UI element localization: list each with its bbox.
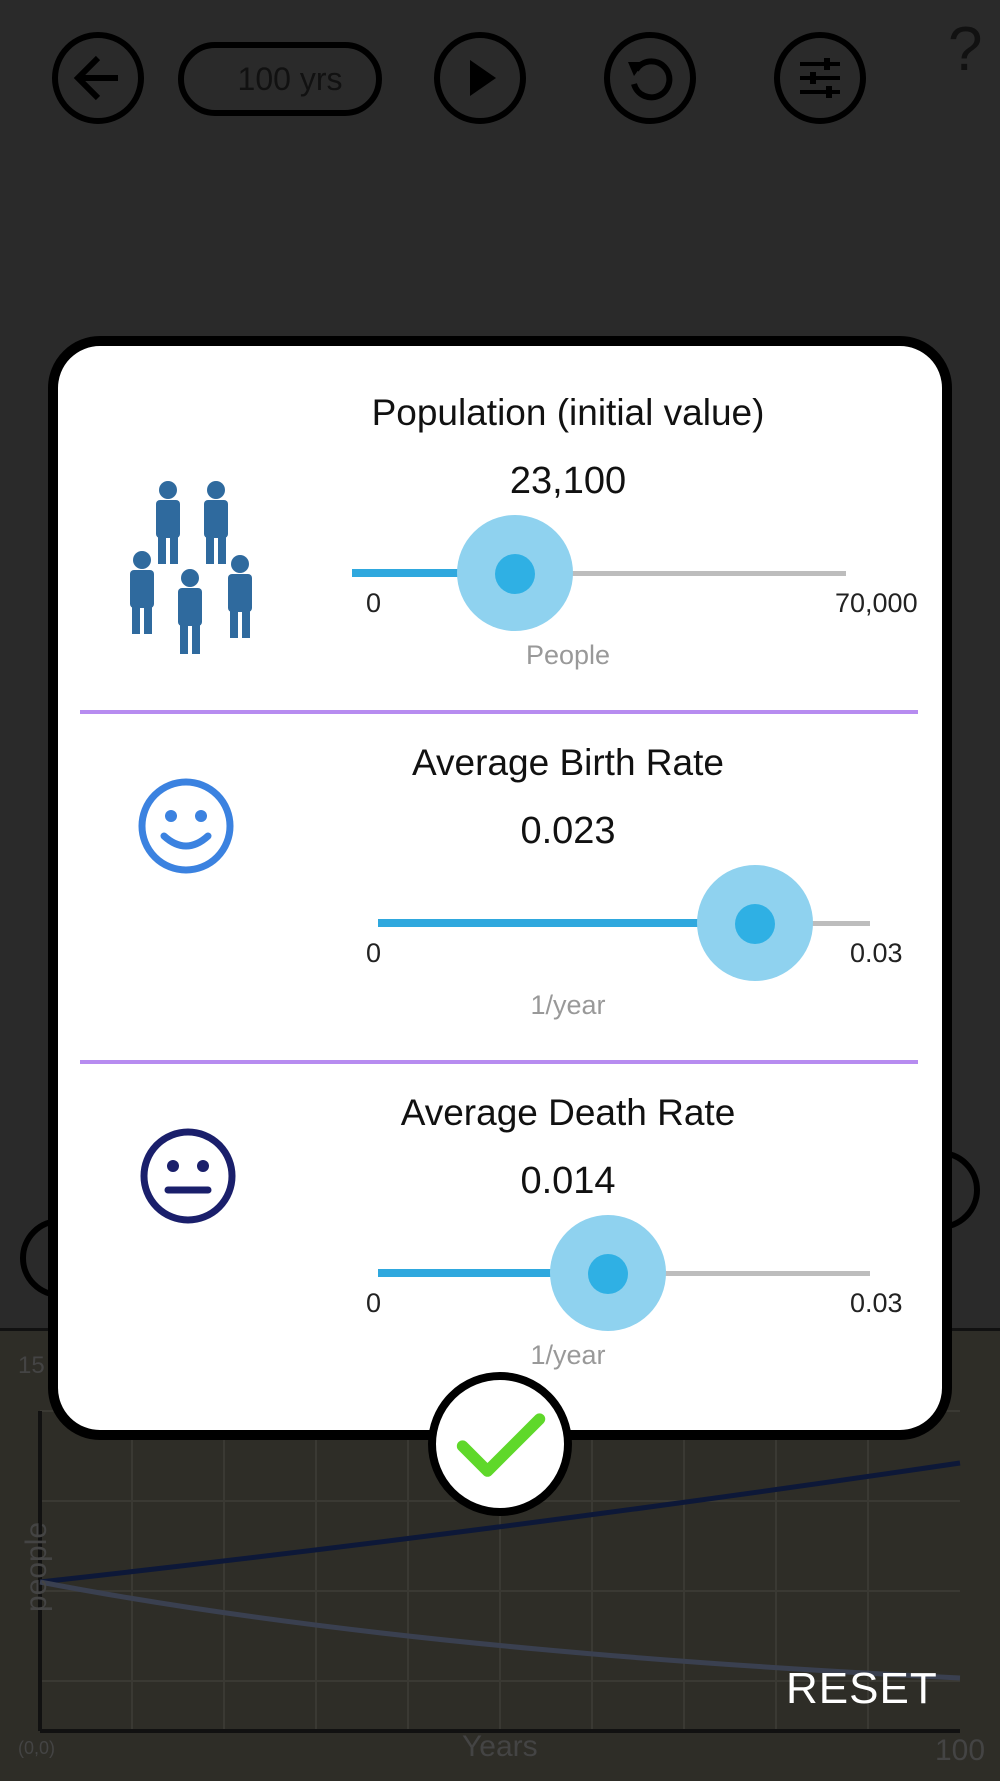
death-rate-min-label: 0 [366,1288,382,1318]
death-rate-max-label: 0.03 [850,1288,903,1318]
restart-icon [628,58,673,101]
death-rate-slider[interactable] [378,1215,870,1331]
population-value: 23,100 [509,460,627,502]
birth-rate-title: Average Birth Rate [412,742,724,783]
slider-track [352,571,846,576]
section-divider [80,1060,918,1064]
parameters-dialog: Population (initial value) 23,100 0 70,0… [48,336,952,1440]
back-button[interactable] [52,32,144,124]
sliders-icon [800,58,840,98]
birth-rate-min-label: 0 [366,938,382,968]
top-toolbar: 100 yrs ? [0,0,1000,170]
birth-rate-section: Average Birth Rate 0.023 0 0.03 1/year [58,696,942,1046]
birth-rate-slider[interactable] [378,865,870,981]
death-rate-section: Average Death Rate 0.014 0 0.03 1/year [58,1046,942,1396]
checkmark-icon [456,1413,546,1477]
population-slider[interactable] [352,515,846,631]
population-title: Population (initial value) [371,392,765,433]
slider-fill [352,569,516,577]
slider-thumb[interactable] [495,554,536,594]
play-icon [470,60,496,96]
restart-button[interactable] [604,32,696,124]
death-rate-title: Average Death Rate [400,1092,736,1133]
play-button[interactable] [434,32,526,124]
slider-fill [378,1269,608,1277]
slider-thumb[interactable] [587,1254,628,1294]
neutral-face-icon [138,1126,238,1226]
population-max-label: 70,000 [835,588,918,618]
people-group-icon [124,478,264,658]
population-series-line [39,1460,961,1585]
confirm-button[interactable] [428,1372,572,1516]
birth-rate-max-label: 0.03 [850,938,903,968]
reset-button[interactable]: RESET [786,1664,938,1713]
duration-pill[interactable]: 100 yrs [178,42,382,116]
origin-label: (0,0) [18,1738,56,1758]
arrow-left-icon [73,55,118,101]
secondary-series-line [39,1579,961,1681]
help-icon[interactable]: ? [948,15,983,84]
section-divider [80,710,918,714]
slider-thumb[interactable] [735,904,776,944]
y-tick-label: 15 [18,1352,45,1379]
population-min-label: 0 [366,588,382,618]
y-axis-label: people [20,1521,54,1613]
death-rate-value: 0.014 [520,1160,616,1202]
x-max-label: 100 [935,1734,986,1767]
death-rate-unit: 1/year [530,1340,606,1370]
settings-sliders-button[interactable] [774,32,866,124]
birth-rate-value: 0.023 [520,810,616,852]
population-unit: People [525,640,611,670]
x-axis-label: Years [462,1730,538,1763]
birth-rate-unit: 1/year [530,990,606,1020]
population-section: Population (initial value) 23,100 0 70,0… [58,346,942,696]
slider-fill [378,919,756,927]
duration-label: 100 yrs [237,60,343,97]
smiley-face-icon [136,776,236,876]
